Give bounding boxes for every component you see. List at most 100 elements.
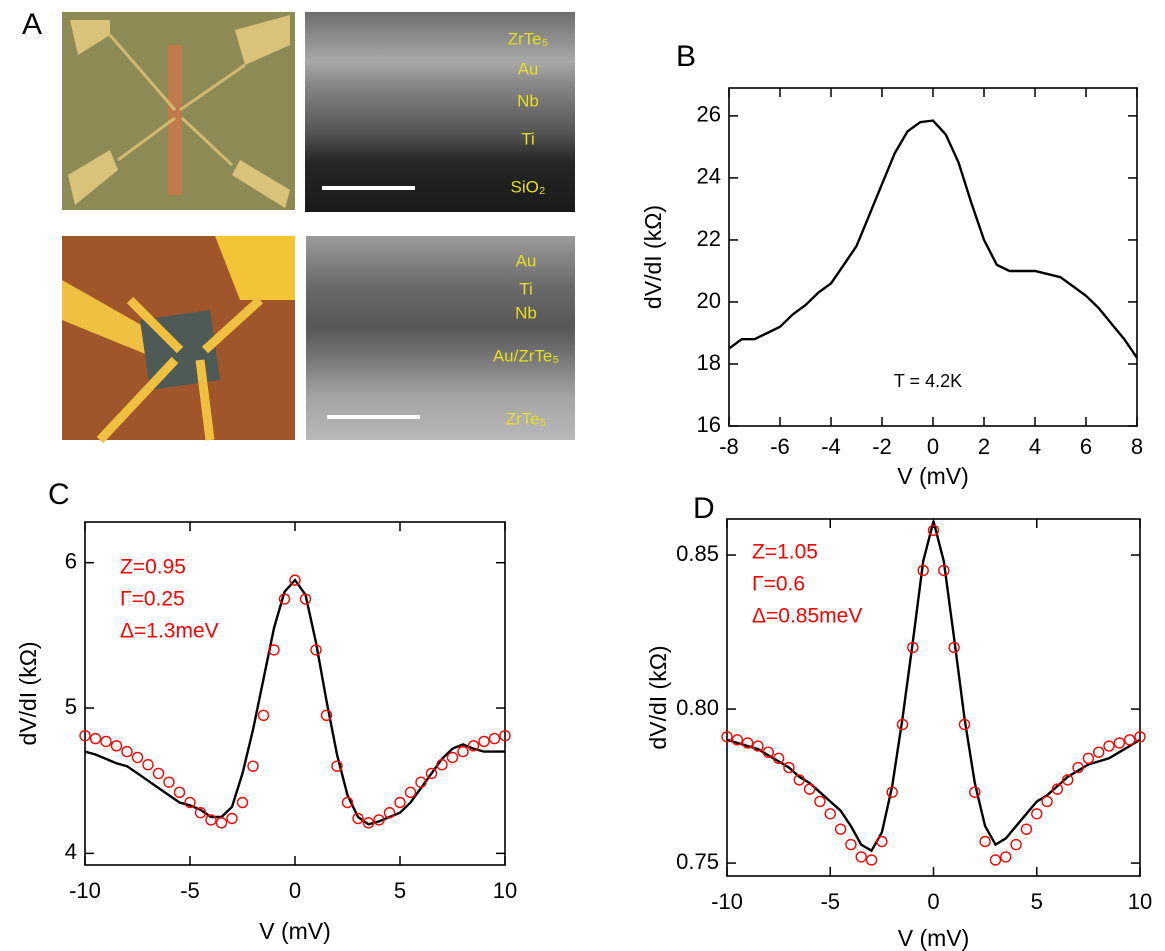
data-point: [721, 731, 733, 743]
x-tick-label: 10: [493, 878, 517, 903]
data-point: [100, 735, 112, 748]
data-point: [205, 814, 217, 826]
data-point: [152, 767, 165, 780]
y-tick-label: 26: [697, 102, 721, 127]
data-point: [948, 641, 960, 654]
x-tick-label: 4: [1029, 434, 1041, 459]
x-tick-label: 8: [1131, 434, 1143, 459]
data-point: [121, 745, 133, 758]
x-tick-label: 0: [289, 878, 301, 903]
data-point: [320, 709, 333, 722]
annotation: Z=1.05: [752, 541, 818, 564]
y-axis-label: dV/dI (kΩ): [645, 645, 671, 749]
data-point: [803, 783, 816, 795]
layer-label: Au: [518, 59, 539, 78]
data-point: [488, 732, 501, 745]
data-point: [865, 854, 878, 866]
layer-label: ZrTe₅: [508, 29, 549, 48]
data-point: [814, 795, 826, 808]
data-point: [289, 574, 301, 586]
x-tick-label: -10: [711, 889, 743, 914]
data-point: [467, 740, 480, 752]
data-point: [341, 796, 354, 809]
data-point: [89, 732, 102, 745]
layer-label: Nb: [517, 91, 539, 110]
x-tick-label: -10: [69, 878, 101, 903]
data-point: [79, 729, 91, 742]
layer-label: Ti: [519, 279, 533, 298]
data-point: [938, 564, 950, 577]
data-line: [728, 119, 1138, 359]
data-point: [1051, 783, 1064, 795]
data-point: [741, 737, 754, 749]
data-point: [876, 835, 888, 848]
panel-label: C: [48, 478, 70, 511]
x-tick-label: 0: [927, 434, 939, 459]
data-point: [1072, 761, 1084, 774]
x-tick-label: -8: [719, 434, 739, 459]
data-point: [236, 796, 249, 809]
data-point: [173, 786, 186, 799]
data-point: [845, 838, 857, 851]
data-point: [446, 751, 459, 764]
x-tick-label: -6: [770, 434, 790, 459]
annotation: T = 4.2K: [894, 371, 962, 391]
data-point: [331, 760, 343, 772]
x-axis-label: V (mV): [898, 925, 970, 951]
y-tick-label: 5: [65, 694, 77, 719]
data-point: [731, 734, 744, 746]
data-point: [1092, 746, 1105, 758]
annotation: Γ=0.25: [120, 588, 185, 611]
y-tick-label: 18: [697, 350, 721, 375]
data-point: [478, 735, 490, 748]
x-tick-label: 6: [1080, 434, 1092, 459]
data-point: [310, 644, 322, 656]
data-point: [457, 745, 469, 758]
annotation: Δ=1.3meV: [120, 620, 219, 643]
data-point: [762, 746, 774, 758]
data-point: [834, 823, 847, 835]
data-point: [969, 786, 981, 798]
layer-label: Au/ZrTe₅: [493, 346, 559, 365]
layer-label: Nb: [515, 303, 537, 322]
y-tick-label: 0.85: [676, 541, 719, 566]
layer-label: SiO₂: [511, 177, 546, 196]
data-point: [1113, 737, 1126, 749]
x-tick-label: 5: [1031, 889, 1043, 914]
x-axis-label: V (mV): [897, 463, 969, 489]
data-point: [257, 709, 270, 722]
y-tick-label: 22: [697, 226, 721, 251]
data-point: [917, 564, 929, 577]
data-point: [415, 776, 427, 788]
data-point: [131, 751, 144, 764]
data-point: [142, 759, 154, 771]
data-point: [404, 786, 417, 799]
panel-label: A: [22, 8, 42, 41]
data-point: [979, 835, 991, 848]
data-point: [278, 593, 291, 605]
data-point: [194, 806, 207, 819]
data-point: [163, 776, 175, 788]
layer-label: Au: [516, 251, 537, 270]
data-point: [1041, 795, 1053, 808]
data-point: [215, 817, 228, 829]
data-point: [1020, 823, 1033, 835]
panel-label: B: [676, 40, 696, 73]
data-point: [824, 808, 836, 820]
data-point: [499, 729, 511, 742]
data-point: [783, 761, 795, 774]
sem-image: [305, 12, 575, 212]
data-point: [886, 786, 898, 798]
data-point: [268, 644, 280, 656]
x-axis-label: V (mV): [259, 918, 331, 944]
x-tick-label: -5: [820, 889, 840, 914]
data-point: [752, 740, 764, 752]
x-tick-label: 0: [927, 889, 939, 914]
layer-label: ZrTe₅: [506, 409, 547, 428]
x-tick-label: 2: [978, 434, 990, 459]
device-photo: [62, 12, 295, 210]
data-point: [394, 796, 406, 809]
data-point: [1123, 734, 1136, 746]
data-point: [1103, 740, 1115, 752]
